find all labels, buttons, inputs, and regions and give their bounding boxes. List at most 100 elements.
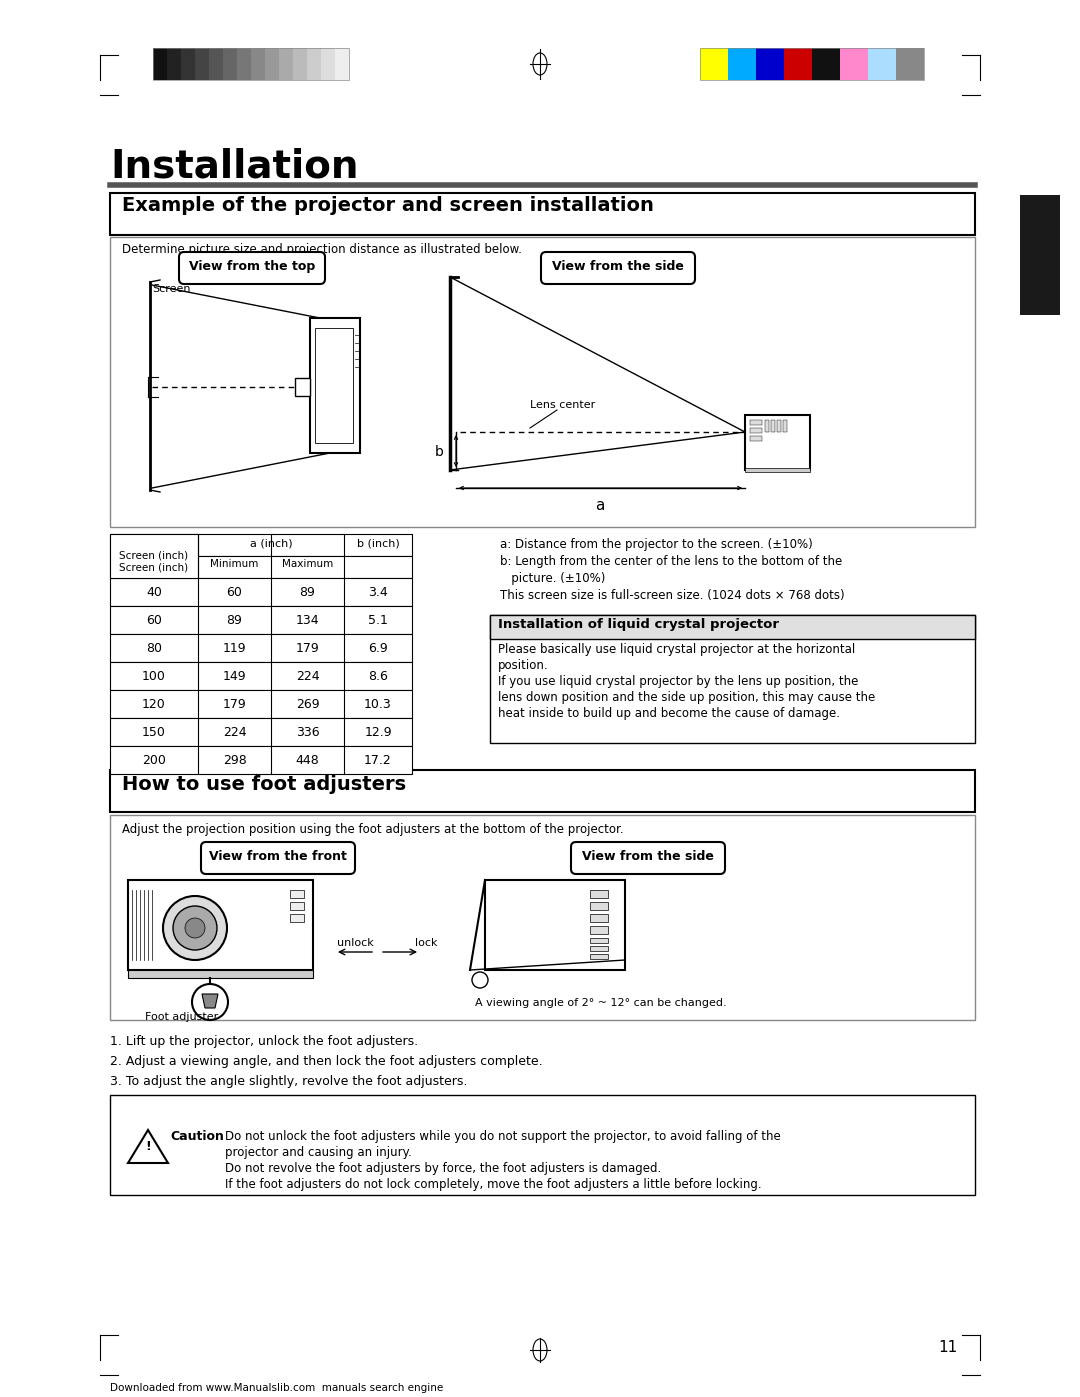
Bar — [590, 926, 608, 935]
Bar — [110, 578, 411, 606]
Text: !: ! — [145, 1140, 151, 1154]
Text: 3.4: 3.4 — [368, 585, 388, 598]
Text: b (inch): b (inch) — [356, 538, 400, 548]
Text: 17.2: 17.2 — [364, 753, 392, 767]
Bar — [700, 47, 924, 80]
Bar — [110, 534, 411, 556]
Bar — [110, 718, 411, 746]
Text: 224: 224 — [296, 669, 320, 683]
Bar — [1020, 196, 1059, 314]
Bar — [812, 47, 840, 80]
Circle shape — [472, 972, 488, 988]
Text: a: a — [595, 497, 605, 513]
Bar — [783, 420, 787, 432]
Bar — [291, 914, 303, 922]
Text: 298: 298 — [222, 753, 246, 767]
Bar — [490, 615, 975, 638]
Bar — [110, 662, 411, 690]
Text: position.: position. — [498, 659, 549, 672]
Bar — [728, 47, 756, 80]
Bar — [129, 970, 313, 978]
Bar — [777, 420, 781, 432]
Bar — [291, 890, 303, 898]
Bar — [485, 880, 625, 970]
Bar — [279, 47, 293, 80]
Text: View from the front: View from the front — [210, 849, 347, 863]
Text: unlock: unlock — [337, 937, 374, 949]
FancyBboxPatch shape — [179, 251, 325, 284]
Bar — [265, 47, 279, 80]
Text: a: Distance from the projector to the screen. (±10%): a: Distance from the projector to the sc… — [500, 538, 813, 550]
Text: Do not revolve the foot adjusters by force, the foot adjusters is damaged.: Do not revolve the foot adjusters by for… — [225, 1162, 661, 1175]
Bar — [237, 47, 251, 80]
Text: 89: 89 — [299, 585, 315, 598]
Text: 120: 120 — [143, 697, 166, 711]
FancyBboxPatch shape — [541, 251, 696, 284]
Bar — [700, 47, 728, 80]
Text: 179: 179 — [222, 697, 246, 711]
Bar — [222, 47, 237, 80]
Text: Screen: Screen — [152, 284, 190, 293]
Text: Adjust the projection position using the foot adjusters at the bottom of the pro: Adjust the projection position using the… — [122, 823, 623, 835]
Text: Determine picture size and projection distance as illustrated below.: Determine picture size and projection di… — [122, 243, 522, 256]
Polygon shape — [202, 995, 218, 1009]
Bar — [896, 47, 924, 80]
Bar — [110, 193, 975, 235]
Bar — [310, 319, 360, 453]
Text: 80: 80 — [146, 641, 162, 655]
Text: Do not unlock the foot adjusters while you do not support the projector, to avoi: Do not unlock the foot adjusters while y… — [225, 1130, 781, 1143]
Bar — [110, 237, 975, 527]
Bar — [110, 770, 975, 812]
Text: 10.3: 10.3 — [364, 697, 392, 711]
Text: 11: 11 — [939, 1340, 958, 1355]
Bar — [167, 47, 181, 80]
Text: Installation: Installation — [110, 148, 359, 186]
Text: Downloaded from www.Manualslib.com  manuals search engine: Downloaded from www.Manualslib.com manua… — [110, 1383, 443, 1393]
Polygon shape — [129, 1130, 168, 1162]
Text: lens down position and the side up position, this may cause the: lens down position and the side up posit… — [498, 692, 875, 704]
Bar — [745, 468, 810, 472]
Text: 89: 89 — [227, 613, 242, 626]
Bar — [315, 328, 353, 443]
FancyBboxPatch shape — [201, 842, 355, 875]
Bar — [750, 427, 762, 433]
Text: A viewing angle of 2° ~ 12° can be changed.: A viewing angle of 2° ~ 12° can be chang… — [475, 997, 727, 1009]
Text: View from the side: View from the side — [582, 849, 714, 863]
Bar — [745, 415, 810, 469]
Text: Screen (inch): Screen (inch) — [120, 562, 189, 571]
Bar — [210, 47, 222, 80]
Text: heat inside to build up and become the cause of damage.: heat inside to build up and become the c… — [498, 707, 840, 719]
Text: lock: lock — [415, 937, 437, 949]
Text: picture. (±10%): picture. (±10%) — [500, 571, 606, 585]
Text: 60: 60 — [146, 613, 162, 626]
Text: 119: 119 — [222, 641, 246, 655]
Bar — [110, 746, 411, 774]
Text: 134: 134 — [296, 613, 320, 626]
Text: 179: 179 — [296, 641, 320, 655]
Text: 40: 40 — [146, 585, 162, 598]
Bar — [590, 946, 608, 951]
Text: Minimum: Minimum — [211, 559, 259, 569]
Bar — [335, 47, 349, 80]
Text: If you use liquid crystal projector by the lens up position, the: If you use liquid crystal projector by t… — [498, 675, 859, 687]
Circle shape — [163, 895, 227, 960]
Bar — [784, 47, 812, 80]
Bar — [129, 880, 313, 970]
Text: 224: 224 — [222, 725, 246, 739]
Bar — [251, 47, 265, 80]
Bar — [765, 420, 769, 432]
Bar — [195, 47, 210, 80]
Text: 60: 60 — [227, 585, 242, 598]
Text: Lens center: Lens center — [530, 400, 595, 409]
Bar — [590, 937, 608, 943]
Text: 448: 448 — [296, 753, 320, 767]
Text: Foot adjuster: Foot adjuster — [145, 1011, 218, 1023]
Bar — [590, 890, 608, 898]
Text: 6.9: 6.9 — [368, 641, 388, 655]
Text: Example of the projector and screen installation: Example of the projector and screen inst… — [122, 196, 653, 215]
Text: 3. To adjust the angle slightly, revolve the foot adjusters.: 3. To adjust the angle slightly, revolve… — [110, 1076, 468, 1088]
Text: Installation of liquid crystal projector: Installation of liquid crystal projector — [498, 617, 779, 631]
Text: View from the side: View from the side — [552, 260, 684, 272]
Bar — [590, 914, 608, 922]
Text: Screen (inch): Screen (inch) — [120, 550, 189, 562]
